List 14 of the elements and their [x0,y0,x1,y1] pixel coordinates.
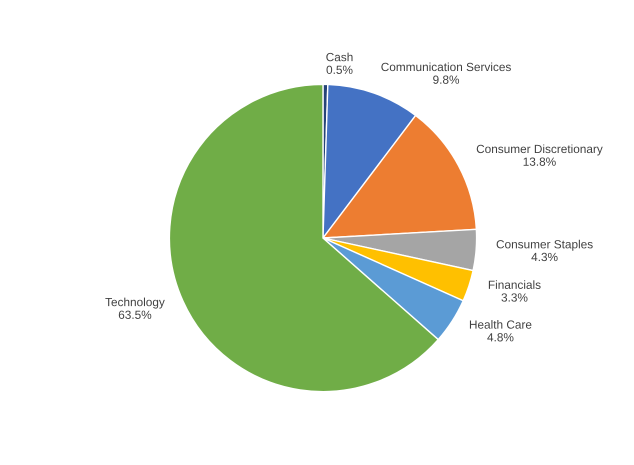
data-label: 13.8% [524,157,556,166]
data-label: 4.3% [531,252,558,262]
slice-label: Consumer Staples [496,240,593,251]
slice-label: Communication Services [381,62,511,72]
data-label: 4.8% [487,333,514,342]
slice-label: Consumer Discretionary [476,144,603,156]
slice-label: Financials [488,280,541,289]
data-label: 3.3% [501,293,528,302]
slice-label: Technology [105,298,165,309]
slice-label: Health Care [470,320,532,329]
slice-label: Cash [326,52,353,62]
data-label: 0.5% [326,66,353,74]
data-label: 9.8% [433,75,460,84]
data-label: 63.5% [118,310,152,319]
